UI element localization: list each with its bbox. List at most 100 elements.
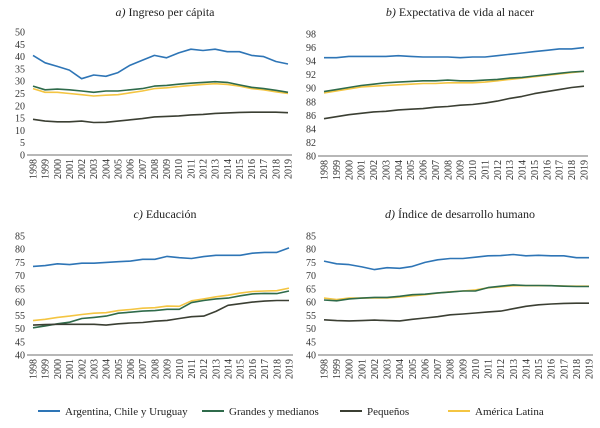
x-tick-label: 2012 <box>493 160 504 180</box>
y-tick-label: 94 <box>306 57 316 68</box>
x-tick-label: 2001 <box>65 159 76 179</box>
y-tick-label: 55 <box>306 311 316 322</box>
y-tick-label: 50 <box>15 324 25 335</box>
panel-title-prefix: d) <box>385 207 395 221</box>
series-line-argentina-chile-y-uruguay <box>323 253 589 271</box>
x-tick-label: 2017 <box>559 359 570 379</box>
y-tick-label: 75 <box>15 258 25 269</box>
x-tick-label: 2004 <box>395 359 406 379</box>
series-line-grandes-y-medianos <box>32 290 290 329</box>
legend: Argentina, Chile y Uruguay Grandes y medi… <box>38 406 544 418</box>
x-tick-label: 2003 <box>89 159 100 179</box>
series-line-peque-os <box>32 111 289 124</box>
y-tick-label: 40 <box>306 351 316 362</box>
x-tick-label: 2017 <box>260 359 271 379</box>
y-tick-label: 96 <box>306 43 316 54</box>
x-tick-label: 2002 <box>77 159 88 179</box>
x-tick-label: 2001 <box>357 359 368 379</box>
panel-title-prefix: a) <box>116 5 126 19</box>
y-tick-label: 20 <box>15 101 25 112</box>
x-tick-label: 2001 <box>65 359 76 379</box>
y-tick-label: 40 <box>15 351 25 362</box>
x-tick-label: 2015 <box>534 359 545 379</box>
x-tick-label: 2008 <box>150 159 161 179</box>
y-tick-label: 40 <box>15 52 25 63</box>
x-tick-label: 2002 <box>369 160 380 180</box>
y-tick-label: 80 <box>306 152 316 163</box>
panel-title-text: Educación <box>143 207 197 221</box>
x-tick-label: 2011 <box>187 359 198 379</box>
y-tick-label: 92 <box>306 70 316 81</box>
y-tick-label: 88 <box>306 97 316 108</box>
x-tick-label: 2015 <box>235 159 246 179</box>
y-tick-label: 85 <box>306 232 316 243</box>
legend-item: Argentina, Chile y Uruguay <box>38 406 188 418</box>
panel-title: b) Expectativa de vida al nacer <box>386 5 534 19</box>
panel-title: d) Índice de desarrollo humano <box>385 207 535 221</box>
x-tick-label: 2000 <box>53 159 64 179</box>
x-tick-label: 2002 <box>77 359 88 379</box>
x-tick-label: 2013 <box>509 359 520 379</box>
series-line-grandes-y-medianos <box>323 70 585 93</box>
y-tick-label: 82 <box>306 138 316 149</box>
x-tick-label: 2010 <box>174 159 185 179</box>
x-tick-label: 2012 <box>199 159 210 179</box>
panel-title-prefix: c) <box>134 207 143 221</box>
legend-item: Pequeños <box>340 406 409 418</box>
panel-b: b) Expectativa de vida al nacer 80 82 84 86 8… <box>306 5 591 180</box>
panel-title-text: Expectativa de vida al nacer <box>396 5 534 19</box>
series-line-am-rica-latina <box>32 287 290 322</box>
panel-title: c) Educación <box>134 207 197 221</box>
y-tick-label: 86 <box>306 111 316 122</box>
x-tick-label: 2008 <box>446 359 457 379</box>
series-line-peque-os <box>323 85 585 120</box>
legend-item: Grandes y medianos <box>202 406 319 418</box>
x-tick-label: 2000 <box>345 359 356 379</box>
x-tick-label: 2011 <box>480 160 491 180</box>
y-tick-label: 70 <box>306 271 316 282</box>
x-tick-label: 2009 <box>163 359 174 379</box>
x-tick-label: 2006 <box>419 160 430 180</box>
y-tick-label: 50 <box>306 324 316 335</box>
x-tick-label: 2003 <box>381 160 392 180</box>
y-tick-label: 65 <box>306 284 316 295</box>
legend-label: Grandes y medianos <box>229 406 319 418</box>
x-tick-label: 2019 <box>285 359 296 379</box>
series-line-peque-os <box>323 302 589 322</box>
x-tick-label: 2000 <box>53 359 64 379</box>
x-tick-label: 2016 <box>247 159 258 179</box>
y-tick-label: 60 <box>306 298 316 309</box>
series-line-argentina-chile-y-uruguay <box>32 247 290 268</box>
y-tick-label: 85 <box>15 232 25 243</box>
y-tick-label: 84 <box>306 124 316 135</box>
y-tick-label: 25 <box>15 89 25 100</box>
x-tick-label: 2003 <box>383 359 394 379</box>
x-tick-label: 2009 <box>162 159 173 179</box>
x-tick-label: 2016 <box>248 359 259 379</box>
x-tick-label: 2016 <box>542 160 553 180</box>
y-tick-label: 70 <box>15 271 25 282</box>
x-tick-label: 1999 <box>332 359 343 379</box>
x-tick-label: 2013 <box>211 159 222 179</box>
y-tick-label: 30 <box>15 77 25 88</box>
x-tick-label: 2011 <box>484 359 495 379</box>
legend-label: Pequeños <box>367 406 409 418</box>
y-tick-label: 45 <box>306 337 316 348</box>
series-line-grandes-y-medianos <box>32 80 289 94</box>
x-tick-label: 1999 <box>41 159 52 179</box>
y-tick-label: 35 <box>15 64 25 75</box>
panel-d: d) Índice de desarrollo humano 40 45 50 55 60… <box>306 207 596 379</box>
x-tick-label: 2016 <box>547 359 558 379</box>
x-tick-label: 2005 <box>408 359 419 379</box>
y-tick-label: 55 <box>15 311 25 322</box>
x-tick-label: 2005 <box>406 160 417 180</box>
y-tick-label: 50 <box>15 28 25 39</box>
x-tick-label: 2007 <box>433 359 444 379</box>
panel-title: a) Ingreso per cápita <box>116 5 216 19</box>
x-tick-label: 1999 <box>332 160 343 180</box>
x-tick-label: 2000 <box>344 160 355 180</box>
y-tick-label: 80 <box>15 245 25 256</box>
x-tick-label: 2006 <box>126 159 137 179</box>
x-tick-label: 2009 <box>458 359 469 379</box>
